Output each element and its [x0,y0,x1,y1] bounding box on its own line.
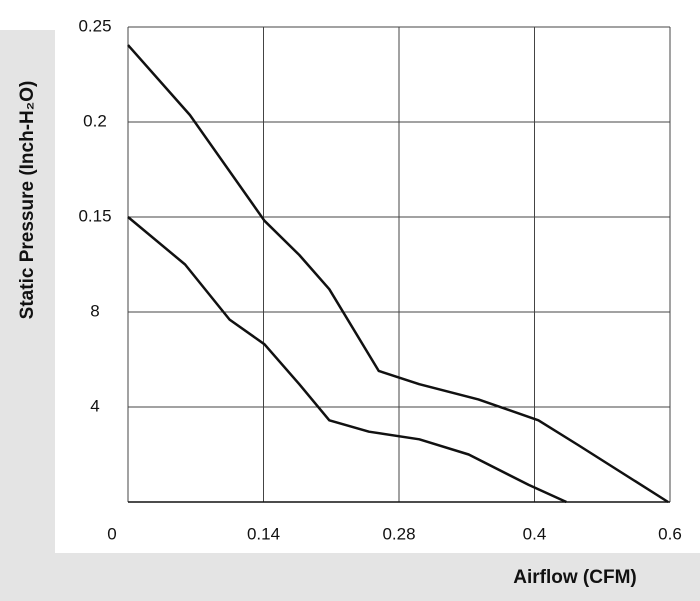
y-tick-label: 8 [90,301,99,320]
x-tick-label: 0 [107,524,116,543]
y-tick-label: 0.2 [83,111,107,130]
y-tick-label: 0.25 [78,16,111,35]
y-tick-label: 4 [90,396,99,415]
x-tick-label: 0.14 [247,524,280,543]
x-axis-title: Airflow (CFM) [513,567,636,588]
y-axis-title: Static Pressure (Inch-H₂O) [17,81,38,320]
x-tick-label: 0.6 [658,524,682,543]
x-tick-label: 0.4 [523,524,547,543]
x-tick-label: 0.28 [382,524,415,543]
curve [127,44,669,504]
y-tick-label: 0.15 [78,206,111,225]
curve [127,216,567,504]
